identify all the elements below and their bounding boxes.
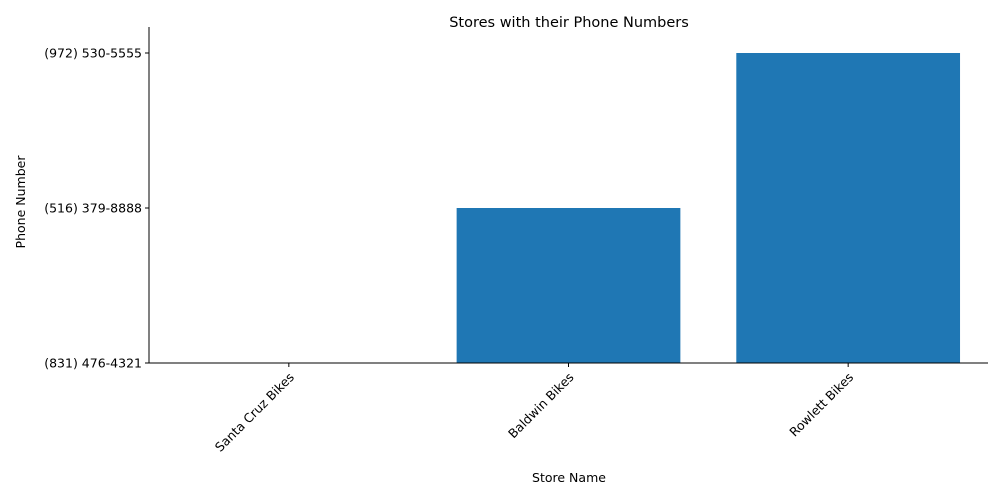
- y-tick-label: (516) 379-8888: [44, 201, 142, 216]
- bar-baldwin-bikes: [456, 208, 681, 363]
- x-axis-label: Store Name: [532, 470, 606, 485]
- y-tick-label: (972) 530-5555: [44, 46, 142, 61]
- x-tick-label: Rowlett Bikes: [786, 370, 856, 440]
- bars-layer: [456, 53, 961, 363]
- chart-title: Stores with their Phone Numbers: [449, 15, 689, 31]
- bar-rowlett-bikes: [736, 53, 961, 363]
- y-ticks-layer: (831) 476-4321 (516) 379-8888 (972) 530-55…: [44, 46, 149, 371]
- y-axis-label: Phone Number: [13, 155, 28, 249]
- x-tick-label: Santa Cruz Bikes: [212, 370, 297, 455]
- y-tick-label: (831) 476-4321: [44, 356, 142, 371]
- x-ticks-layer: Santa Cruz Bikes Baldwin Bikes Rowlett Bik…: [212, 363, 856, 455]
- x-tick-label: Baldwin Bikes: [505, 370, 577, 442]
